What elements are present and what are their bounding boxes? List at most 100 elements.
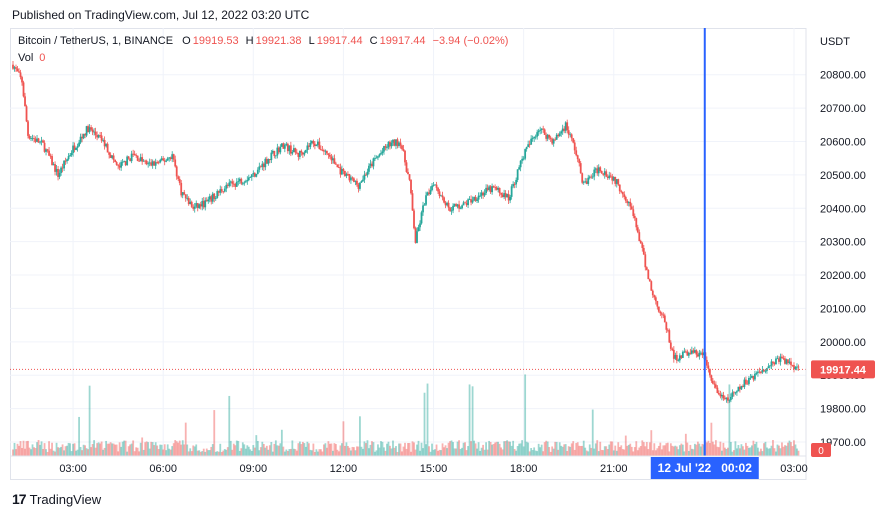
candle-body (186, 197, 189, 199)
candle-body (399, 142, 402, 146)
volume-bar (393, 447, 396, 456)
candle-body (253, 173, 256, 177)
candle-body (597, 167, 600, 174)
candle-body (213, 193, 216, 199)
candle-body (748, 377, 750, 384)
volume-bar (441, 443, 444, 456)
candle-body (387, 141, 390, 148)
volume-bar (52, 450, 55, 456)
volume-bar (648, 442, 651, 456)
candle-body (316, 141, 319, 145)
volume-bar (350, 450, 352, 456)
price-axis[interactable]: 20800.00 20700.00 20600.00 20500.00 20400.00… (820, 70, 866, 449)
candle-body (335, 163, 337, 165)
candle-body (237, 181, 240, 182)
volume-bar (183, 444, 186, 456)
candle-body (153, 161, 156, 166)
candle-body (304, 150, 307, 153)
volume-bar (318, 449, 321, 456)
volume-bar (695, 444, 698, 456)
candle-body (784, 358, 786, 364)
candle-body (90, 127, 93, 130)
candle-body (169, 157, 172, 159)
volume-bar (163, 444, 166, 456)
volume-bar (141, 437, 144, 456)
candle-body (722, 394, 725, 399)
time-axis[interactable]: 03:00 06:00 09:00 12:00 15:00 18:00 21:00 03:00 (59, 463, 807, 475)
volume-bar (633, 447, 636, 456)
candle-body (612, 176, 615, 181)
volume-bar (69, 443, 71, 456)
candle-body (465, 203, 468, 206)
candle-body (785, 359, 788, 364)
volume-bar (237, 440, 240, 456)
candle-body (139, 157, 142, 162)
candle-body (713, 383, 716, 385)
candle-body (243, 182, 246, 184)
volume-bar (660, 449, 663, 456)
volume-bar (262, 444, 265, 456)
volume-bar (283, 451, 286, 456)
volume-bar (519, 443, 522, 456)
volume-bar (208, 450, 211, 456)
volume-bar (468, 384, 471, 456)
volume-bar (154, 442, 157, 456)
candle-body (297, 152, 300, 157)
x-tick-label: 03:00 (59, 463, 87, 475)
candle-body (438, 191, 441, 196)
candle-body (606, 176, 609, 179)
candle-body (620, 191, 623, 193)
last-volume-value: 0 (818, 446, 824, 457)
volume-bar (321, 451, 324, 456)
volume-bar (258, 450, 261, 456)
volume-bar (360, 446, 363, 456)
candle-body (61, 167, 64, 169)
candle-body (794, 366, 797, 370)
volume-bar (365, 443, 367, 456)
volume-bar (381, 441, 384, 456)
volume-bar (572, 441, 575, 456)
candle-body (333, 158, 336, 164)
candle-body (271, 150, 274, 153)
candle-body (492, 186, 495, 187)
candle-body (473, 196, 475, 201)
volume-bar (76, 449, 79, 456)
candle-body (247, 177, 250, 181)
volume-bar (745, 442, 747, 456)
y-tick-label: 20500.00 (820, 170, 866, 182)
volume-bar (680, 443, 683, 456)
volume-bar (627, 444, 630, 456)
volume-bar (705, 442, 708, 456)
candle-body (223, 188, 226, 192)
volume-bar (684, 433, 687, 456)
volume-bar (249, 449, 252, 456)
volume-bar (123, 440, 126, 456)
candle-body (761, 369, 764, 373)
candle-body (249, 177, 252, 178)
candle-body (398, 142, 400, 147)
candle-body (54, 164, 56, 172)
volume-bar (226, 447, 229, 456)
candle-body (579, 163, 582, 174)
candle-body (229, 181, 232, 183)
volume-bar (112, 443, 115, 456)
candle-body (43, 142, 46, 152)
volume-bar (103, 447, 106, 456)
footer-brand[interactable]: 17 TradingView (12, 491, 101, 507)
volume-bar (582, 440, 585, 456)
volume-bar (63, 450, 65, 456)
candle-body (582, 181, 585, 183)
candle-body (570, 134, 573, 139)
candle-body (199, 204, 202, 207)
volume-bar (127, 446, 130, 456)
volume-bar (522, 446, 525, 456)
candle-body (781, 356, 783, 359)
candle-body (542, 128, 545, 130)
volume-bar (495, 441, 498, 456)
volume-bar (566, 451, 569, 456)
volume-bar (401, 451, 403, 456)
volume-bar (28, 447, 31, 456)
volume-bar (184, 422, 187, 456)
candle-body (106, 143, 109, 153)
